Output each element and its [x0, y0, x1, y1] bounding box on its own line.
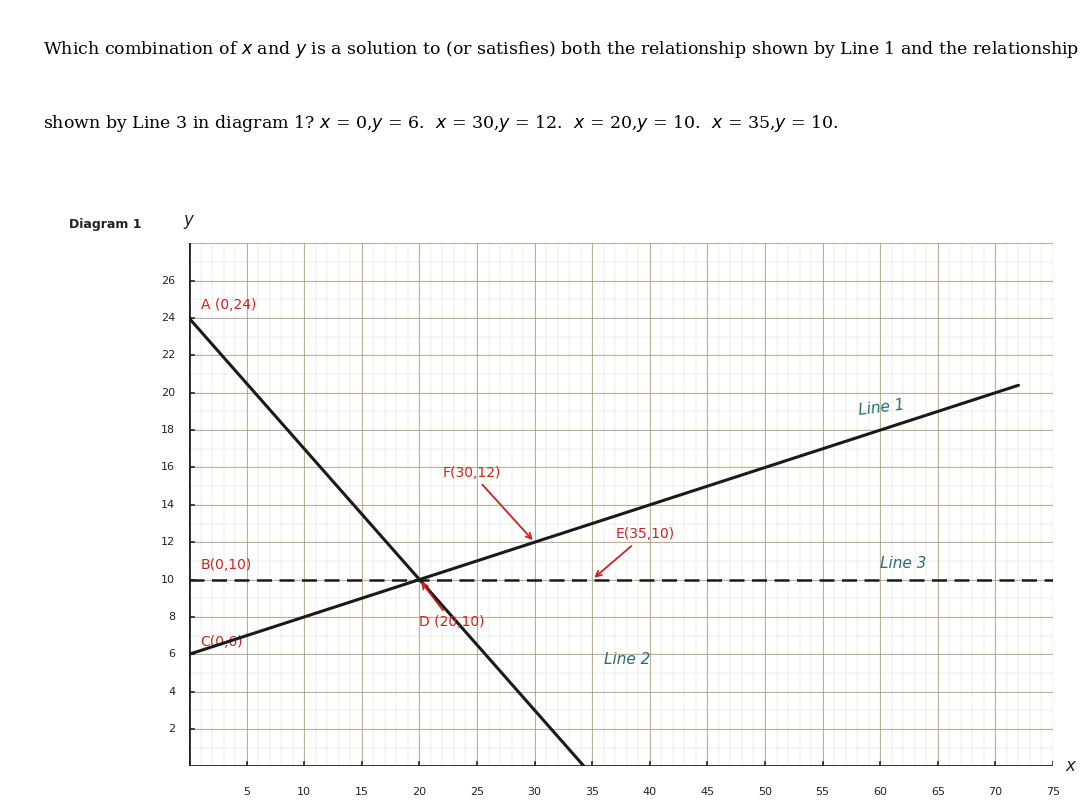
Text: B(0,10): B(0,10): [201, 558, 252, 572]
Text: 25: 25: [470, 787, 484, 797]
Text: 65: 65: [931, 787, 945, 797]
Text: 20: 20: [161, 388, 175, 397]
Text: 15: 15: [355, 787, 368, 797]
Text: 20: 20: [413, 787, 427, 797]
Text: 18: 18: [161, 425, 175, 436]
Text: 50: 50: [758, 787, 772, 797]
Text: 22: 22: [161, 350, 175, 360]
Text: 8: 8: [168, 612, 175, 622]
Text: 40: 40: [643, 787, 657, 797]
Text: Diagram 1: Diagram 1: [69, 218, 141, 231]
Text: C(0,6): C(0,6): [201, 635, 243, 649]
Text: 26: 26: [161, 276, 175, 285]
Text: 10: 10: [161, 574, 175, 585]
Text: 24: 24: [161, 313, 175, 323]
Text: F(30,12): F(30,12): [443, 466, 531, 539]
Text: 35: 35: [585, 787, 599, 797]
Text: 5: 5: [243, 787, 251, 797]
Text: 60: 60: [874, 787, 887, 797]
Text: 2: 2: [168, 724, 175, 734]
Text: 6: 6: [168, 650, 175, 659]
Text: 30: 30: [528, 787, 541, 797]
Text: 14: 14: [161, 500, 175, 510]
Text: shown by Line 3 in diagram 1? $x$ = 0,$y$ = 6.  $x$ = 30,$y$ = 12.  $x$ = 20,$y$: shown by Line 3 in diagram 1? $x$ = 0,$y…: [43, 113, 839, 134]
Text: E(35,10): E(35,10): [596, 527, 674, 577]
Text: 70: 70: [988, 787, 1002, 797]
Text: $x$: $x$: [1065, 757, 1077, 775]
Text: A (0,24): A (0,24): [201, 298, 256, 312]
Text: 10: 10: [297, 787, 311, 797]
Text: D (20,10): D (20,10): [419, 583, 485, 629]
Text: Line 3: Line 3: [880, 556, 927, 572]
Text: 75: 75: [1045, 787, 1061, 797]
Text: 4: 4: [168, 687, 175, 697]
Text: 45: 45: [700, 787, 715, 797]
Text: Line 1: Line 1: [858, 397, 905, 418]
Text: 12: 12: [161, 537, 175, 547]
Text: $y$: $y$: [183, 212, 195, 230]
Text: Which combination of $x$ and $y$ is a solution to (or satisfies) both the relati: Which combination of $x$ and $y$ is a so…: [43, 39, 1079, 60]
Text: 55: 55: [815, 787, 829, 797]
Text: 16: 16: [161, 462, 175, 473]
Text: Line 2: Line 2: [604, 652, 650, 667]
